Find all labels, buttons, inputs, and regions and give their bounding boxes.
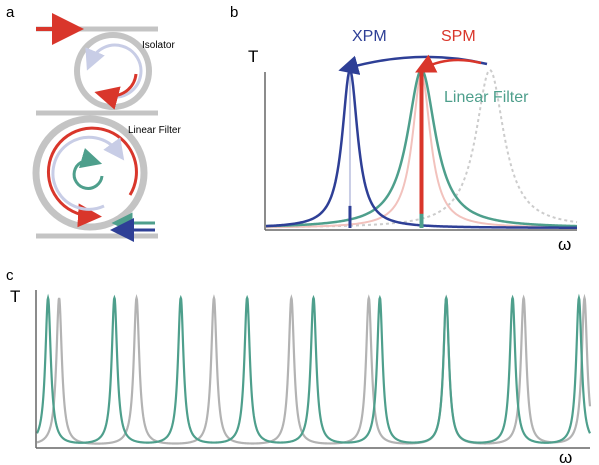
panel-b-label: b: [230, 4, 238, 21]
filter-diagram: Linear Filter: [32, 115, 181, 242]
filter-lightblue-arrow: [51, 135, 125, 211]
panel-b-y-label: T: [248, 47, 258, 66]
filter-green-arrow: [72, 148, 104, 190]
panel-b: b T ω XPM SPM Linear Filter: [230, 4, 578, 254]
panel-a-label: a: [6, 4, 15, 21]
xpm-label: XPM: [352, 28, 387, 45]
gray-resonance-curve: [265, 68, 578, 229]
isolator-forward-arrow: [94, 73, 138, 110]
filter-curve-label: Linear Filter: [444, 89, 529, 106]
panel-c-label: c: [6, 267, 14, 284]
panel-a: a Isolator Linear Filter: [6, 4, 181, 242]
filter-label: Linear Filter: [128, 125, 181, 136]
panel-b-curves: [265, 67, 578, 229]
teal-comb-curve: [36, 293, 591, 444]
isolator-diagram: Isolator: [36, 13, 175, 116]
panel-c: c T ω: [6, 267, 592, 465]
panel-c-x-label: ω: [559, 448, 572, 465]
spm-shift-arrow: [415, 54, 482, 73]
gray-comb-curve: [36, 293, 592, 445]
panel-b-x-label: ω: [558, 235, 571, 254]
spm-label: SPM: [441, 28, 476, 45]
panel-c-curves: [36, 293, 592, 445]
xpm-shift-arrow: [338, 55, 488, 75]
isolator-backward-arrow: [85, 43, 143, 99]
filter-red-arrow: [46, 126, 138, 228]
panel-c-y-label: T: [10, 287, 20, 306]
isolator-label: Isolator: [142, 40, 175, 51]
